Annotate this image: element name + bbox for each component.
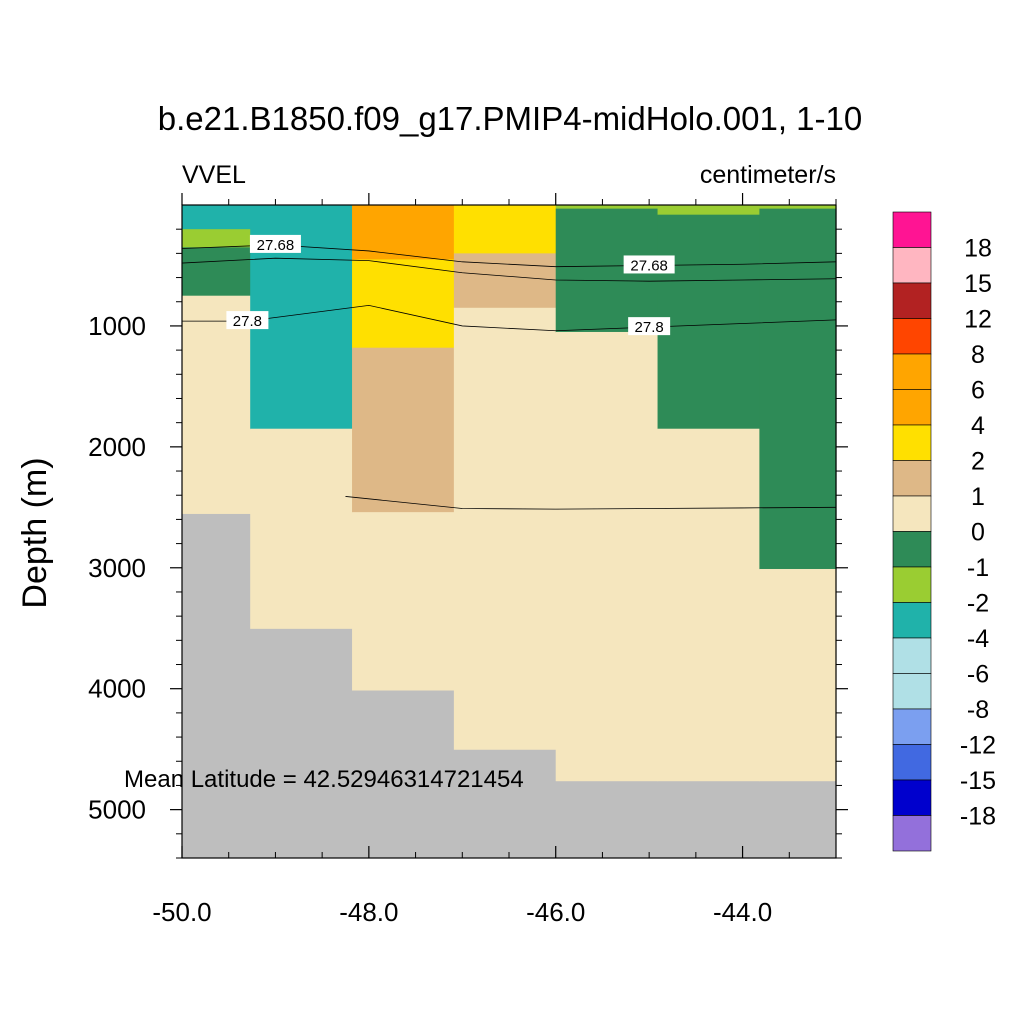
colorbar-label-3: 8 xyxy=(971,341,985,369)
colorbar-swatch-17 xyxy=(892,815,932,852)
colorbar-label-7: 1 xyxy=(971,483,985,511)
contour-label-box-0-1 xyxy=(623,255,675,274)
colorbar-swatch-0 xyxy=(892,211,932,248)
plot-fills xyxy=(182,205,837,858)
density-contour-1 xyxy=(181,257,837,282)
contour-label-box-2-0 xyxy=(226,311,269,330)
colorbar-swatch-2 xyxy=(892,282,932,319)
velocity-cell-19 xyxy=(759,205,837,210)
x-tick-label-2: -46.0 xyxy=(526,897,585,927)
colorbar-label-2: 12 xyxy=(964,306,992,334)
velocity-cell-7 xyxy=(352,259,455,349)
velocity-cell-1 xyxy=(182,229,251,248)
velocity-cell-3 xyxy=(182,295,251,514)
colorbar-swatch-5 xyxy=(892,389,932,426)
colorbar-swatch-14 xyxy=(892,708,932,745)
colorbar-swatch-1 xyxy=(892,247,932,284)
colorbar-swatch-12 xyxy=(892,637,932,674)
velocity-cell-0 xyxy=(182,205,251,230)
velocity-cell-8 xyxy=(352,347,455,513)
x-tick-label-1: -48.0 xyxy=(339,897,398,927)
colorbar-swatch-7 xyxy=(892,460,932,497)
colorbar-label-10: -2 xyxy=(967,590,989,618)
colorbar-label-12: -6 xyxy=(967,661,989,689)
x-tick-label-0: -50.0 xyxy=(152,897,211,927)
colorbar-label-16: -18 xyxy=(960,803,996,831)
velocity-cell-12 xyxy=(453,307,557,750)
velocity-cell-15 xyxy=(555,331,659,782)
velocity-cell-2 xyxy=(182,247,251,297)
colorbar-label-14: -12 xyxy=(960,732,996,760)
velocity-cell-11 xyxy=(453,253,557,309)
velocity-cell-16 xyxy=(657,205,760,216)
colorbar-swatch-16 xyxy=(892,779,932,816)
y-tick-label-1: 2000 xyxy=(88,432,146,462)
velocity-cell-6 xyxy=(352,205,455,261)
colorbar-swatch-9 xyxy=(892,531,932,568)
y-tick-label-3: 4000 xyxy=(88,674,146,704)
velocity-cell-5 xyxy=(250,428,353,629)
colorbar-swatch-8 xyxy=(892,495,932,532)
contour-label-box-0-0 xyxy=(249,234,301,253)
plot-contours: 27.68 27.68 27.8 27.8 xyxy=(181,234,837,510)
colorbar-label-11: -4 xyxy=(967,625,989,653)
y-axis: 1000 2000 3000 4000 5000 xyxy=(88,228,848,859)
velocity-cell-21 xyxy=(759,568,837,782)
x-axis: -50.0 -48.0 -46.0 -44.0 xyxy=(152,193,837,927)
colorbar-swatch-15 xyxy=(892,744,932,781)
velocity-cell-20 xyxy=(759,208,837,570)
chart-title: b.e21.B1850.f09_g17.PMIP4-midHolo.001, 1… xyxy=(158,100,862,137)
left-string: VVEL xyxy=(182,161,246,189)
velocity-cell-9 xyxy=(352,512,455,691)
right-string: centimeter/s xyxy=(700,161,836,189)
colorbar-swatch-6 xyxy=(892,424,932,461)
density-contour-3 xyxy=(345,496,837,510)
velocity-cell-17 xyxy=(657,214,760,430)
velocity-cell-10 xyxy=(453,205,557,254)
colorbar-label-6: 2 xyxy=(971,448,985,476)
colorbar-label-0: 18 xyxy=(964,235,992,263)
colorbar-label-4: 6 xyxy=(971,377,985,405)
contour-label-box-2-1 xyxy=(628,317,671,336)
x-tick-label-3: -44.0 xyxy=(713,897,772,927)
colorbar-swatch-13 xyxy=(892,673,932,710)
colorbar-swatch-11 xyxy=(892,602,932,639)
colorbar: 18 15 12 8 6 4 2 1 0 -1 -2 -4 -6 -8 -12 -15 -18 xyxy=(892,211,996,852)
contour-label-2-0: 27.8 xyxy=(233,313,262,330)
velocity-cell-13 xyxy=(555,205,659,210)
colorbar-label-15: -15 xyxy=(960,767,996,795)
colorbar-label-8: 0 xyxy=(971,519,985,547)
colorbar-swatch-4 xyxy=(892,353,932,390)
colorbar-label-1: 15 xyxy=(964,270,992,298)
contour-label-2-1: 27.8 xyxy=(635,319,664,336)
y-tick-label-4: 5000 xyxy=(88,795,146,825)
colorbar-label-13: -8 xyxy=(967,696,989,724)
mean-latitude-annotation: Mean Latitude = 42.52946314721454 xyxy=(124,766,524,793)
contour-label-0-0: 27.68 xyxy=(257,237,295,254)
colorbar-swatch-3 xyxy=(892,318,932,355)
colorbar-swatch-10 xyxy=(892,566,932,603)
y-tick-label-2: 3000 xyxy=(88,553,146,583)
contour-label-0-1: 27.68 xyxy=(630,257,668,274)
velocity-cell-18 xyxy=(657,428,760,782)
colorbar-label-9: -1 xyxy=(967,554,989,582)
y-axis-label: Depth (m) xyxy=(16,457,54,608)
y-tick-label-0: 1000 xyxy=(88,311,146,341)
colorbar-label-5: 4 xyxy=(971,412,985,440)
